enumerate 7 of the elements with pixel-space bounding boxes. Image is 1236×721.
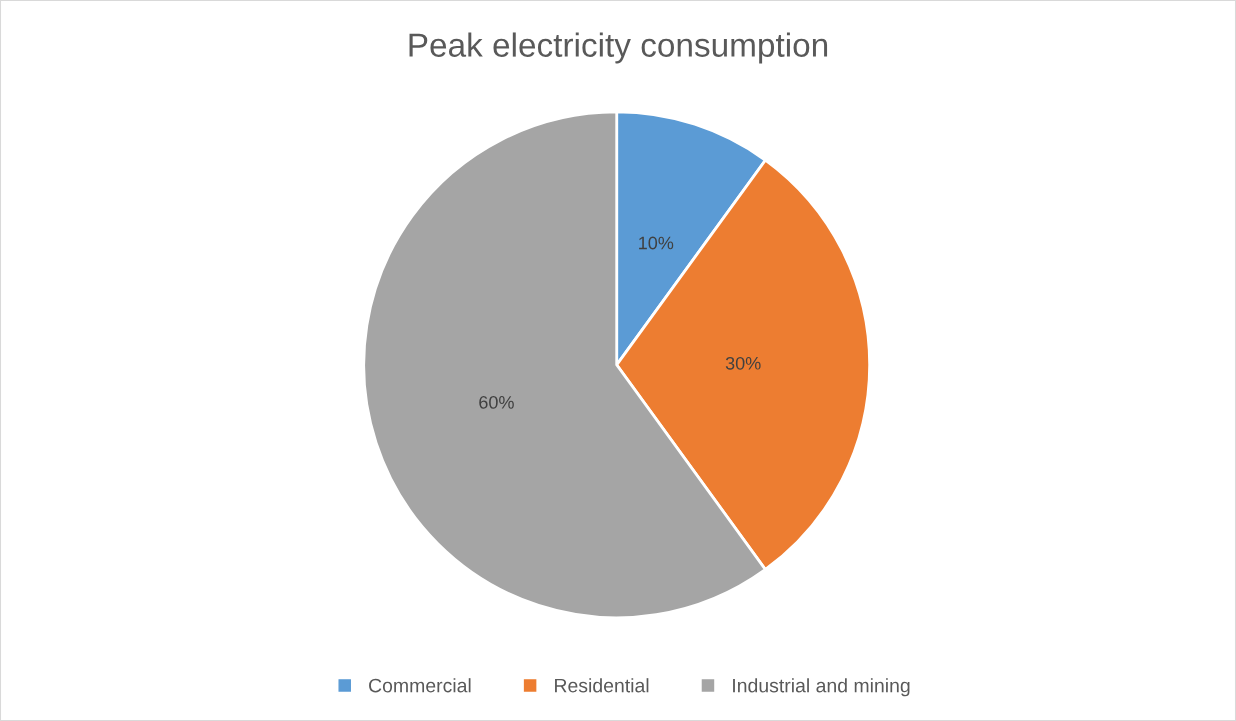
- data-label: 10%: [639, 236, 674, 250]
- legend-label: Industrial and mining: [733, 678, 910, 697]
- chart-title: Peak electricity consumption: [409, 32, 828, 64]
- legend-label: Residential: [555, 678, 649, 693]
- data-label: 60%: [479, 395, 514, 409]
- legend-label: Commercial: [369, 678, 471, 693]
- data-label: 30%: [725, 356, 761, 370]
